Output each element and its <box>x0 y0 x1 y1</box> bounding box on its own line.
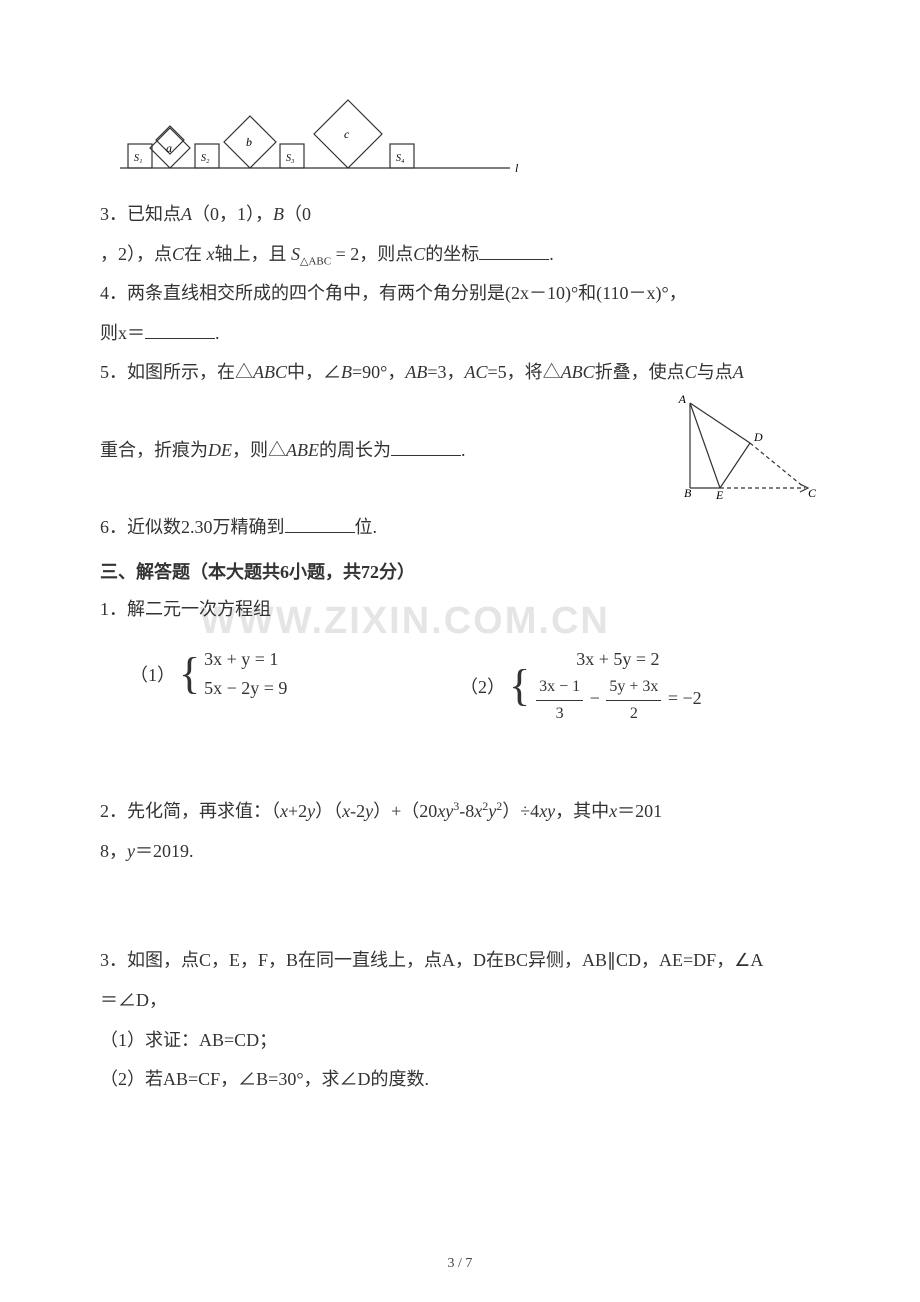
page-number: 3 / 7 <box>0 1256 920 1272</box>
s3q3-sub1: （1）求证：AB=CD； <box>100 1021 820 1061</box>
s3q2-line2: 8，y＝2019. <box>100 832 820 872</box>
s3q3-line2: ＝∠D， <box>100 981 820 1021</box>
svg-text:D: D <box>753 430 763 444</box>
svg-text:S₁: S₁ <box>134 153 142 164</box>
q5-diagram: A D B E C <box>660 393 820 508</box>
q6: 6．近似数2.30万精确到位. <box>100 508 820 548</box>
svg-text:S₃: S₃ <box>286 153 295 164</box>
q5-line1: 5．如图所示，在△ABC中，∠B=90°，AB=3，AC=5，将△ABC折叠，使… <box>100 353 820 393</box>
svg-text:C: C <box>808 486 817 500</box>
svg-text:S₄: S₄ <box>396 153 405 164</box>
svg-text:B: B <box>684 486 692 500</box>
q6-blank <box>285 514 355 533</box>
q3-line2: ，2），点C在 x轴上，且 S△ABC = 2，则点C的坐标. <box>100 235 820 275</box>
q3-line1: 3．已知点A（0，1），B（0 <box>100 195 820 235</box>
svg-text:A: A <box>678 393 687 406</box>
q4-blank <box>145 320 215 339</box>
svg-text:l: l <box>515 161 519 175</box>
s3q3-line1: 3．如图，点C，E，F，B在同一直线上，点A，D在BC异侧，AB∥CD，AE=D… <box>100 941 820 981</box>
svg-text:b: b <box>246 135 252 149</box>
svg-text:E: E <box>715 488 724 502</box>
s3q3-sub2: （2）若AB=CF，∠B=30°，求∠D的度数. <box>100 1060 820 1100</box>
s3q1-equations: （1） { 3x + y = 1 5x − 2y = 9 （2） { 3x + … <box>130 645 790 726</box>
s3q2-line1: 2．先化简，再求值：（x+2y）（x‐2y）+（20xy3‐8x2y2）÷4xy… <box>100 792 820 832</box>
q3-blank <box>479 241 549 260</box>
q2-diagram: S₁ a S₂ b S₃ c <box>120 80 820 185</box>
svg-text:S₂: S₂ <box>201 153 210 164</box>
svg-text:c: c <box>344 127 350 141</box>
q4-line2: 则x＝. <box>100 314 820 354</box>
q4-line1: 4．两条直线相交所成的四个角中，有两个角分别是(2x－10)°和(110－x)°… <box>100 274 820 314</box>
q5-blank <box>391 437 461 456</box>
svg-text:a: a <box>166 141 172 155</box>
section3-title: 三、解答题（本大题共6小题，共72分） <box>100 558 820 584</box>
s3q1-title: 1．解二元一次方程组 <box>100 590 820 630</box>
q5-line2: 重合，折痕为DE，则△ABE的周长为. <box>100 431 660 471</box>
